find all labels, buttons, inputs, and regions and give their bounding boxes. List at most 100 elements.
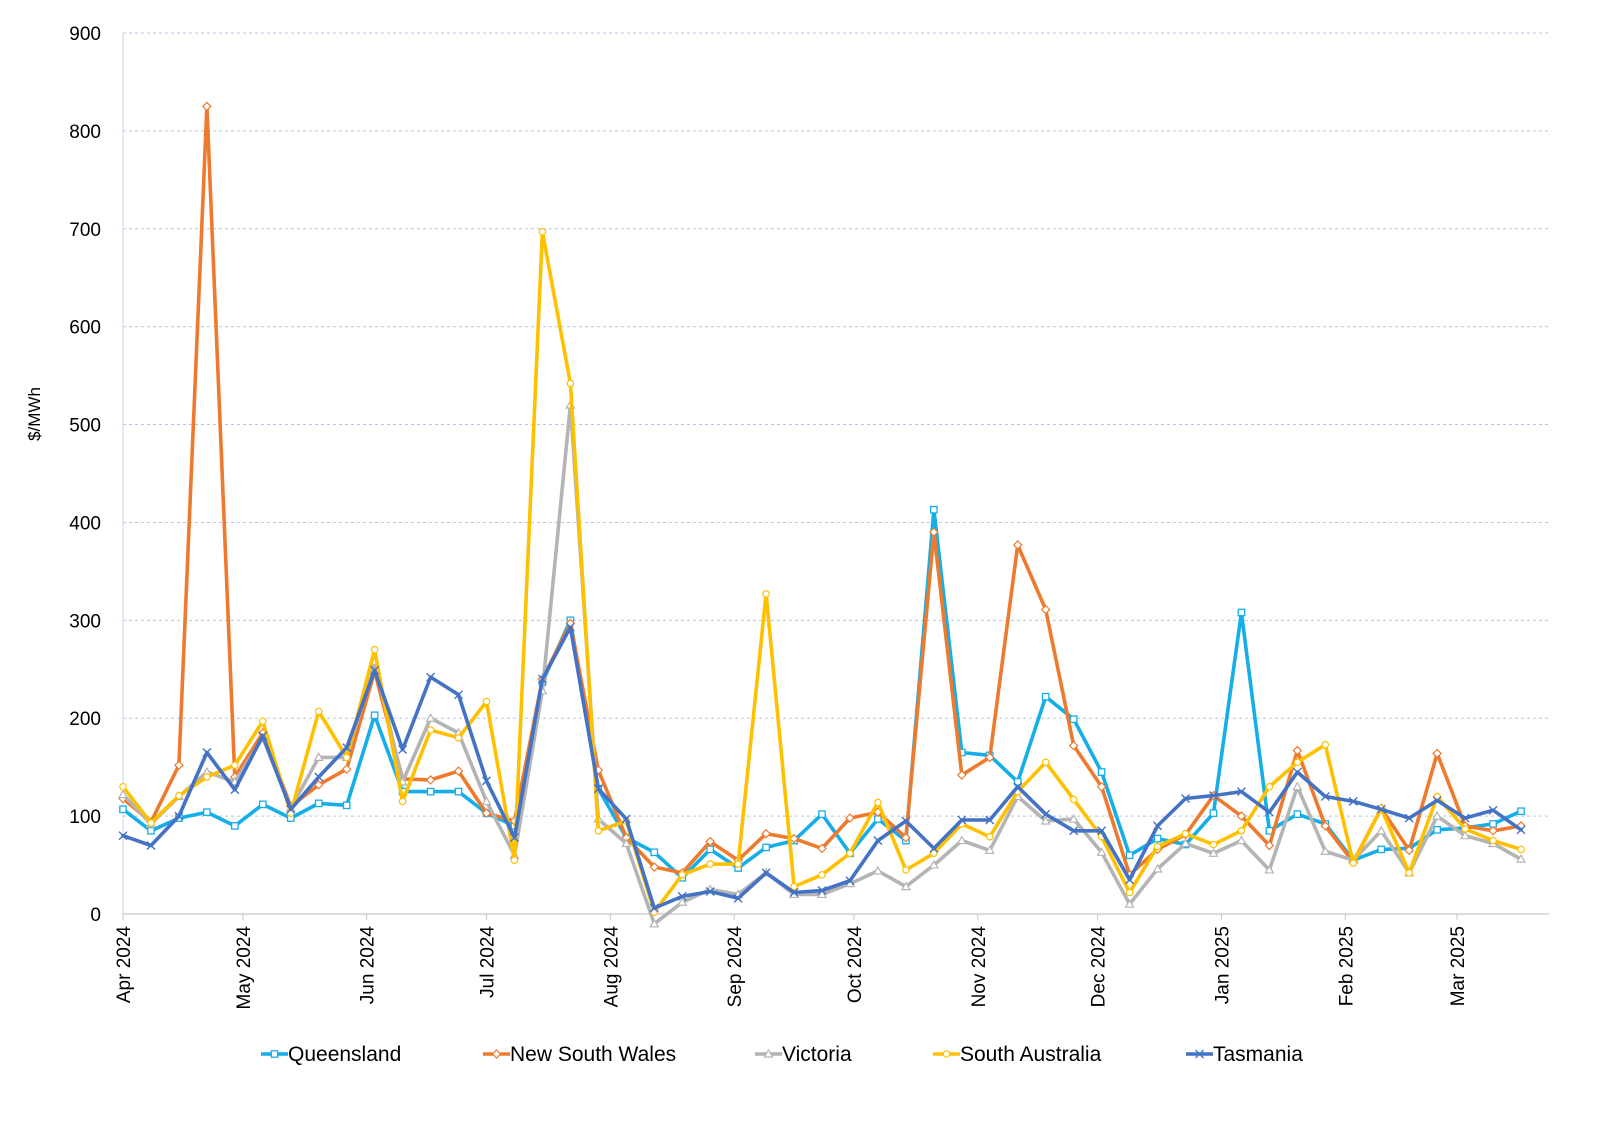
data-point [845, 813, 855, 823]
data-point [677, 897, 688, 906]
data-point [370, 645, 379, 654]
legend-item: Queensland [261, 1043, 401, 1066]
data-point [594, 826, 603, 835]
data-point [314, 799, 323, 808]
data-point [1209, 809, 1218, 818]
legend-label: Tasmania [1213, 1043, 1303, 1066]
data-point [900, 881, 911, 891]
data-point [734, 860, 742, 868]
data-point [481, 796, 492, 806]
y-tick-label: 600 [69, 318, 101, 339]
data-point [677, 891, 687, 901]
data-point [538, 227, 547, 236]
data-point [1012, 540, 1023, 550]
data-point [1181, 829, 1190, 838]
data-point [1069, 715, 1078, 724]
series-line [121, 229, 1523, 914]
data-point [649, 862, 660, 872]
data-point [901, 816, 911, 826]
data-point [901, 832, 911, 843]
data-point [370, 665, 380, 675]
data-point [1404, 813, 1414, 823]
gridlines [123, 32, 1549, 817]
data-point [845, 876, 855, 886]
data-point [491, 1049, 502, 1059]
legend-item: Victoria [755, 1043, 852, 1066]
data-point [481, 776, 491, 786]
data-point [1096, 781, 1107, 792]
data-point [1517, 807, 1525, 816]
data-point [1516, 853, 1527, 863]
data-point [230, 785, 240, 795]
x-tick-label: Oct 2024 [845, 926, 866, 1004]
data-point [1265, 782, 1274, 791]
legend-label: South Australia [960, 1043, 1102, 1066]
data-point [231, 761, 239, 770]
data-point [1040, 604, 1051, 615]
data-point [1125, 875, 1135, 885]
data-point [1237, 608, 1246, 617]
data-point [1376, 825, 1387, 835]
data-point [1489, 836, 1497, 845]
data-point [1516, 825, 1526, 835]
data-point [342, 743, 352, 753]
y-tick-label: 0 [90, 905, 101, 926]
data-point [1069, 826, 1079, 836]
x-tick-label: Dec 2024 [1089, 926, 1110, 1008]
x-tick-label: Jan 2025 [1212, 926, 1233, 1004]
data-point [985, 815, 995, 825]
x-tick-label: May 2024 [234, 926, 255, 1010]
data-point [1405, 869, 1413, 877]
data-point [1237, 826, 1246, 835]
data-point [481, 808, 492, 819]
data-point [1040, 815, 1051, 825]
data-point [270, 1050, 279, 1058]
x-tick-label: Jul 2024 [477, 926, 498, 998]
legend-label: Victoria [782, 1043, 852, 1066]
data-point [816, 889, 828, 899]
data-point [119, 805, 127, 814]
y-axis-title: $/MWh [25, 387, 44, 441]
data-point [1068, 740, 1079, 751]
y-tick-label: 300 [69, 611, 101, 632]
data-point [942, 1050, 951, 1058]
data-point [341, 764, 352, 774]
data-point [1041, 809, 1051, 819]
data-point [929, 527, 939, 538]
data-point [928, 859, 939, 869]
data-point [313, 779, 324, 790]
data-point [957, 815, 967, 825]
data-point [1461, 825, 1469, 833]
data-point [1293, 810, 1302, 819]
data-point [259, 717, 267, 725]
data-point [1068, 813, 1079, 823]
data-point [1488, 805, 1498, 815]
data-point [706, 845, 715, 854]
data-point [1460, 813, 1470, 823]
data-point [706, 860, 714, 868]
y-tick-label: 800 [69, 122, 101, 143]
data-point [1321, 740, 1330, 749]
legend-label: Queensland [288, 1043, 401, 1066]
x-tick-label: Jun 2024 [358, 926, 379, 1005]
data-point [1292, 745, 1303, 756]
data-point [146, 840, 156, 850]
data-point [314, 772, 324, 782]
series-tasmania [118, 622, 1526, 913]
legend: Queensland New South Wales Victoria South A… [261, 1043, 1303, 1066]
data-point [761, 868, 771, 878]
data-point [342, 753, 351, 762]
data-point [1041, 758, 1050, 767]
data-point [678, 871, 687, 879]
data-point [117, 789, 129, 799]
data-point [1124, 899, 1135, 908]
data-point [705, 836, 716, 847]
data-point [621, 838, 632, 848]
data-point [509, 833, 519, 843]
data-point [1181, 793, 1191, 803]
data-point [1096, 847, 1107, 856]
data-point [650, 848, 659, 857]
data-point [1460, 830, 1471, 840]
data-point [1432, 748, 1443, 759]
